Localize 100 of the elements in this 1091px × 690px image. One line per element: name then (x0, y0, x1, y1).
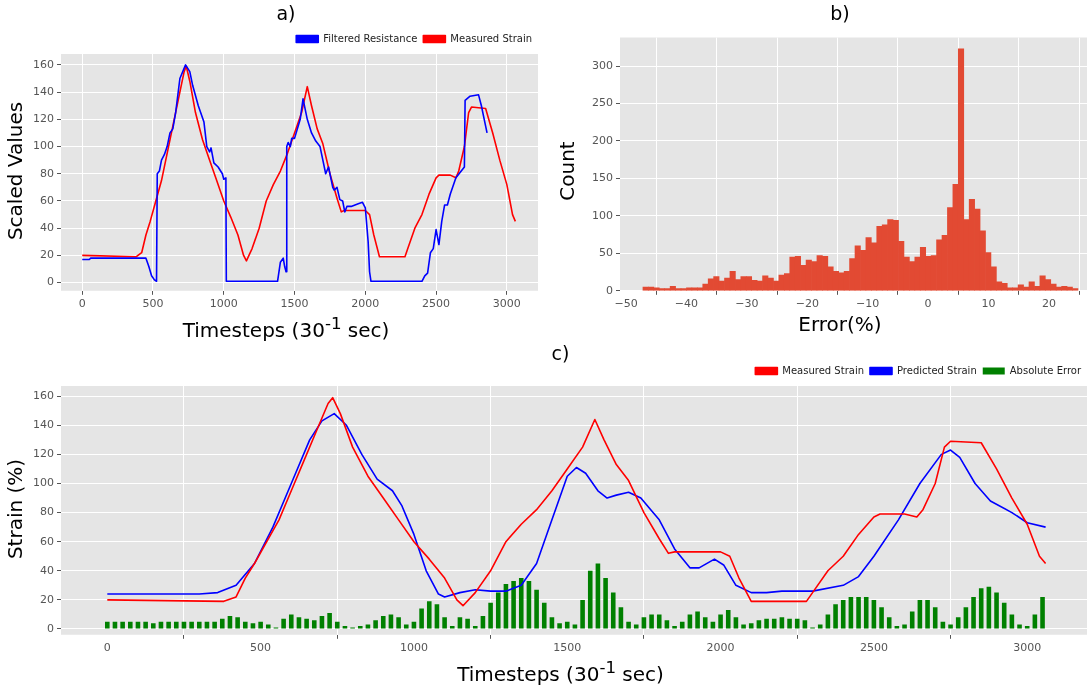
bar (787, 618, 792, 629)
bar (718, 614, 723, 629)
x-tick-label: 1000 (399, 641, 428, 655)
legend-label: Filtered Resistance (323, 32, 418, 44)
y-tick-label: 140 (33, 418, 54, 432)
bar (1024, 626, 1030, 629)
x-tick-label: 2500 (422, 297, 451, 311)
y-tick-label: 60 (40, 193, 54, 207)
bar (143, 621, 148, 629)
bar (702, 617, 708, 629)
y-tick-label: 160 (33, 57, 54, 71)
y-tick-label: 200 (592, 133, 613, 147)
bar (1040, 596, 1045, 629)
x-tick-label: 3000 (1013, 641, 1042, 655)
bar (120, 621, 125, 629)
x-tick-label: 2000 (351, 297, 380, 311)
x-tick-label: 10 (981, 297, 996, 311)
bar (695, 611, 700, 629)
bar (679, 621, 685, 629)
x-tick-label: 500 (142, 297, 164, 311)
bar (219, 618, 225, 629)
bar (994, 592, 999, 629)
x-tick-label: 1500 (553, 641, 582, 655)
bar (281, 618, 286, 629)
bar (396, 617, 401, 629)
bar (925, 599, 930, 629)
y-tick-label: 100 (33, 139, 54, 153)
y-tick-label: 120 (33, 447, 54, 461)
x-tick-label: −50 (614, 297, 638, 311)
y-axis-title: Strain (%) (3, 458, 27, 560)
bar (426, 601, 432, 629)
bar (518, 578, 524, 629)
bar (488, 602, 493, 629)
x-tick-label: 0 (103, 641, 111, 655)
bar (587, 570, 593, 629)
bar (442, 617, 447, 629)
bar (465, 618, 470, 629)
x-tick-label: 1000 (209, 297, 238, 311)
y-tick-label: 160 (33, 389, 54, 403)
bar (541, 602, 547, 629)
bar (932, 607, 938, 629)
y-tick-label: 60 (40, 534, 54, 548)
bar (580, 599, 585, 629)
bar (794, 618, 800, 629)
y-tick-label: 40 (40, 221, 54, 235)
y-tick-label: 0 (47, 275, 54, 289)
bar (610, 592, 616, 629)
bar (564, 621, 570, 629)
bar (380, 615, 386, 629)
chart-title: c) (550, 342, 571, 364)
x-axis-title: Timesteps (30$^{-1}$ sec) (456, 657, 665, 686)
bar (863, 596, 869, 629)
bar (258, 621, 263, 629)
bar (748, 623, 754, 629)
bar (833, 604, 838, 629)
x-tick-label: 2500 (859, 641, 888, 655)
bar (955, 617, 961, 629)
bar (128, 621, 133, 629)
x-axis-title: Error(%) (797, 312, 883, 336)
y-tick-label: 120 (33, 112, 54, 126)
x-tick-label: 1500 (280, 297, 309, 311)
bar (449, 626, 455, 629)
bar (534, 589, 539, 629)
bar (886, 617, 892, 629)
bar (373, 620, 378, 629)
bar (511, 580, 516, 629)
y-tick-label: 100 (592, 208, 613, 222)
bar (856, 596, 861, 629)
x-tick-label: 2000 (706, 641, 735, 655)
x-tick-label: 0 (924, 297, 932, 311)
bar (288, 614, 294, 629)
legend-label: Measured Strain (782, 364, 864, 376)
y-tick-label: 250 (592, 96, 613, 110)
x-tick-label: −10 (856, 297, 880, 311)
bar (771, 618, 777, 629)
bar (909, 611, 915, 629)
bar (311, 620, 317, 629)
legend-label: Predicted Strain (896, 364, 977, 376)
bar (242, 621, 248, 629)
x-tick-label: 3000 (492, 297, 521, 311)
x-axis-title: Timesteps (30$^{-1}$ sec) (181, 313, 391, 342)
y-tick-label: 50 (599, 246, 613, 260)
bar (1001, 602, 1007, 629)
bar (150, 623, 156, 629)
bar (173, 621, 179, 629)
y-tick-label: 0 (606, 283, 613, 297)
y-tick-label: 80 (40, 166, 54, 180)
bar (764, 618, 769, 629)
bar (196, 621, 202, 629)
y-tick-label: 150 (592, 171, 613, 185)
bar (357, 626, 363, 629)
y-tick-label: 20 (40, 248, 54, 262)
chart-title: a) (275, 2, 297, 24)
bar (304, 618, 309, 629)
bar (105, 621, 110, 629)
legend-label: Measured Strain (450, 32, 533, 44)
bar (840, 599, 846, 629)
x-tick-label: 500 (250, 641, 272, 655)
y-tick-label: 300 (592, 58, 613, 72)
bar (656, 614, 662, 629)
